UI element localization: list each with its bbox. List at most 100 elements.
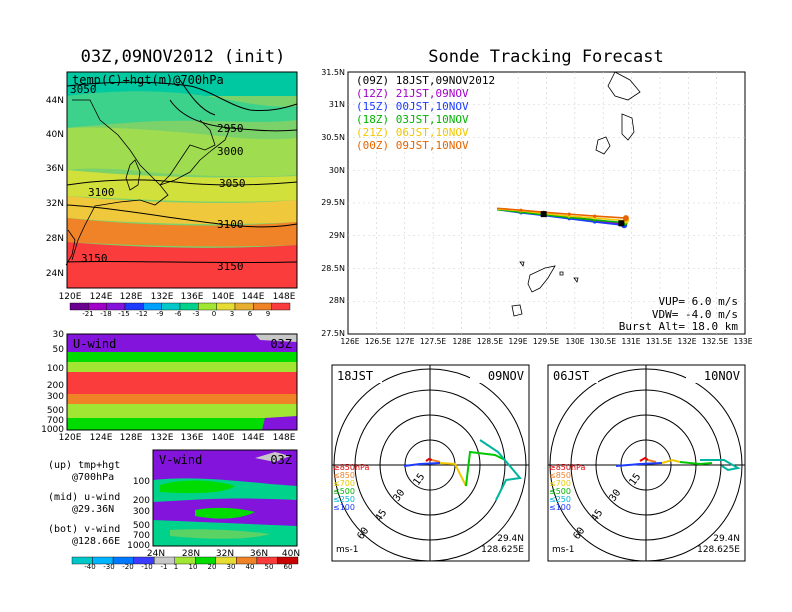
level-label: ≤500 — [333, 487, 355, 496]
contour-label: 2950 — [217, 122, 244, 135]
temp-colorbar: -21 -18 -15 -12 -9 -6 -3 0 3 6 9 — [69, 302, 291, 318]
wind-cbar-tick: 40 — [246, 563, 255, 571]
hodo-left-lat: 29.4N — [497, 534, 524, 544]
u-wind-label: U-wind — [73, 337, 116, 351]
level-label: ≤100 — [333, 503, 355, 512]
note-line: (mid) u-wind — [48, 492, 120, 503]
temp-xtick: 132E — [151, 292, 174, 302]
legend-entry-15z: (15Z) 00JST,10NOV — [356, 100, 469, 113]
u-xtick: 140E — [212, 433, 235, 443]
contour-label: 3100 — [88, 186, 115, 199]
v-ytick: 100 — [133, 477, 150, 487]
temp-cbar-tick: -18 — [100, 310, 111, 318]
note-line: (up) tmp+hgt — [48, 460, 120, 471]
u-ytick: 100 — [47, 364, 64, 374]
map-ytick: 29N — [329, 231, 345, 240]
map-xtick: 133E — [733, 337, 752, 346]
map-xtick: 132.5E — [702, 337, 728, 346]
map-ytick: 28.5N — [321, 264, 345, 273]
temp-cbar-swatch — [253, 302, 272, 311]
wind-cbar-tick: 30 — [227, 563, 236, 571]
temp-ytick: 32N — [46, 199, 64, 209]
wind-cbar-tick: 1 — [174, 563, 178, 571]
contour-label: 3150 — [217, 260, 244, 273]
panel-notes: (up) tmp+hgt @700hPa (mid) u-wind @29.36… — [48, 460, 120, 547]
u-xtick: 148E — [273, 433, 296, 443]
map-xtick: 130E — [565, 337, 584, 346]
u-ytick: 700 — [47, 416, 64, 426]
v-xtick: 40N — [282, 549, 300, 559]
temp-cbar-tick: -3 — [193, 310, 200, 318]
temp-cbar-swatch — [143, 302, 162, 311]
temp-panel: temp(C)+hgt(m)@700hPa 3050 2950 3000 305… — [46, 71, 298, 302]
temp-xtick: 136E — [181, 292, 204, 302]
map-ytick: 31N — [329, 100, 345, 109]
legend-entry-00z: (00Z) 09JST,10NOV — [356, 139, 469, 152]
temp-cbar-swatch — [234, 302, 254, 311]
level-label: ≥850hPa — [333, 463, 370, 472]
wind-cbar-tick: 10 — [189, 563, 198, 571]
temp-cbar-swatch — [88, 302, 107, 311]
legend-entry-18z: (18Z) 03JST,10NOV — [356, 113, 469, 126]
map-ytick: 28N — [329, 296, 345, 305]
map-ytick: 29.5N — [321, 198, 345, 207]
temp-cbar-swatch — [271, 302, 291, 311]
landing-point — [622, 215, 629, 222]
map-ytick: 30N — [329, 166, 345, 175]
temp-xtick: 140E — [212, 292, 235, 302]
temp-cbar-tick: -6 — [175, 310, 183, 318]
temp-cbar-swatch — [216, 302, 236, 311]
hodo-right-time: 06JST — [553, 369, 589, 383]
note-line: (bot) v-wind — [48, 524, 120, 535]
u-ytick: 200 — [47, 381, 64, 391]
wind-cbar-tick: 20 — [208, 563, 217, 571]
u-ytick: 30 — [53, 330, 65, 340]
temp-cbar-swatch — [179, 302, 199, 311]
hodo-right-lat: 29.4N — [713, 534, 740, 544]
level-label: ≤850 — [333, 471, 355, 480]
v-xtick: 32N — [216, 549, 234, 559]
legend-entry-12z: (12Z) 21JST,09NOV — [356, 87, 469, 100]
temp-cbar-swatch — [106, 302, 126, 311]
temp-cbar-swatch — [161, 302, 181, 311]
temp-cbar-swatch — [69, 302, 89, 311]
v-wind-label: V-wind — [159, 453, 202, 467]
map-xtick: 129E — [508, 337, 527, 346]
track-point — [519, 208, 523, 212]
map-xtick: 126E — [340, 337, 359, 346]
u-wind-time: 03Z — [270, 337, 292, 351]
v-xtick: 24N — [147, 549, 165, 559]
temp-cbar-tick: 0 — [212, 310, 216, 318]
u-xtick: 144E — [242, 433, 265, 443]
wind-cbar-tick: -30 — [103, 563, 114, 571]
contour-label: 3150 — [81, 252, 108, 265]
level-label: ≤500 — [549, 487, 571, 496]
wind-cbar-tick: 60 — [284, 563, 293, 571]
hodo-right-lon: 128.625E — [697, 545, 740, 555]
note-line: @700hPa — [72, 472, 114, 483]
u-ytick: 1000 — [41, 425, 64, 435]
map-xtick: 127E — [395, 337, 414, 346]
burst-alt-text: Burst Alt= 18.0 km — [619, 320, 739, 333]
vdw-text: VDW= -4.0 m/s — [652, 308, 738, 321]
temp-cbar-tick: 3 — [230, 310, 234, 318]
legend-entry-21z: (21Z) 06JST,10NOV — [356, 126, 469, 139]
landing-marker — [618, 220, 625, 227]
temp-xtick: 148E — [273, 292, 296, 302]
temp-cbar-tick: -21 — [82, 310, 93, 318]
hodograph-left: 18JST 09NOV 15 30 45 60 ≥850hPa ≤850 ≤70… — [331, 364, 530, 562]
map-ytick: 31.5N — [321, 68, 345, 77]
u-xtick: 124E — [90, 433, 113, 443]
track-map: 31.5N 31N 30.5N 30N 29.5N 29N 28.5N 28N … — [321, 68, 753, 346]
hodo-left-time: 18JST — [337, 369, 373, 383]
contour-label: 3000 — [217, 145, 244, 158]
hodo-right-units: ms-1 — [552, 545, 574, 555]
contour-label: 3050 — [70, 83, 97, 96]
temp-ytick: 36N — [46, 164, 64, 174]
hodo-left-units: ms-1 — [336, 545, 358, 555]
wind-cbar-tick: 50 — [265, 563, 274, 571]
v-xtick: 36N — [250, 549, 268, 559]
temp-cbar-tick: 6 — [248, 310, 253, 318]
u-ytick: 50 — [53, 345, 65, 355]
temp-cbar-swatch — [198, 302, 217, 311]
